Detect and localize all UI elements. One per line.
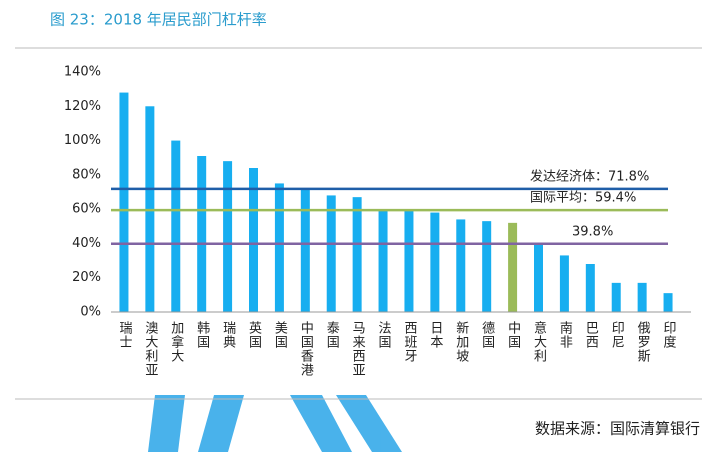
bar (274, 183, 284, 312)
bar (482, 221, 492, 312)
x-tick-label: 英国 (246, 321, 262, 349)
y-tick-label: 140% (64, 65, 101, 80)
reference-label: 国际平均：59.4% (530, 191, 636, 206)
bar (119, 92, 129, 312)
x-tick-label: 德国 (479, 321, 495, 349)
x-tick-label: 瑞士 (116, 321, 132, 349)
x-tick-label: 法国 (376, 321, 392, 349)
x-tick-label: 中国香港 (298, 321, 314, 377)
x-tick-label: 瑞典 (220, 321, 236, 349)
x-tick-label: 南非 (557, 320, 573, 349)
bar (404, 209, 414, 312)
x-tick-label: 印度 (661, 321, 677, 349)
x-tick-label: 日本 (427, 321, 443, 349)
bar (352, 197, 362, 312)
bar (508, 222, 518, 312)
x-tick-label: 泰国 (324, 321, 340, 349)
x-tick-label: 俄罗斯 (635, 321, 651, 363)
x-tick-label: 中国 (505, 321, 520, 349)
x-tick-label: 印尼 (609, 321, 625, 349)
bar (197, 156, 207, 312)
bar (534, 243, 543, 312)
y-tick-label: 20% (72, 270, 101, 285)
chart-title: 图 23：2018 年居民部门杠杆率 (50, 11, 267, 29)
bar (171, 140, 181, 312)
reference-label: 39.8% (572, 224, 613, 239)
x-tick-label: 加拿大 (168, 321, 184, 363)
bar (456, 219, 466, 312)
x-tick-label: 韩国 (194, 321, 210, 349)
bar (637, 282, 647, 312)
x-tick-label: 意大利 (531, 320, 547, 363)
y-tick-label: 0% (80, 305, 101, 320)
y-tick-label: 120% (64, 99, 101, 114)
bar (378, 209, 388, 312)
y-tick-label: 100% (64, 133, 101, 148)
watermark (148, 395, 402, 452)
bar (249, 168, 258, 312)
x-tick-label: 巴西 (583, 321, 599, 349)
bar (300, 188, 310, 312)
reference-label: 发达经济体：71.8% (530, 168, 649, 184)
source: 数据来源：国际清算银行 (535, 420, 700, 438)
bar (559, 255, 569, 312)
y-tick-label: 60% (72, 202, 101, 217)
bar (611, 282, 621, 312)
bar (223, 161, 233, 312)
x-tick-label: 马来西亚 (350, 321, 366, 377)
bar (430, 212, 440, 312)
x-tick-label: 西班牙 (401, 321, 417, 363)
bar (663, 293, 673, 312)
bar (326, 195, 336, 312)
y-tick-label: 80% (72, 167, 101, 182)
x-tick-label: 澳大利亚 (142, 320, 158, 377)
x-tick-label: 新加坡 (453, 320, 469, 363)
y-tick-label: 40% (72, 236, 101, 251)
x-tick-label: 美国 (272, 321, 288, 349)
bar (585, 264, 595, 312)
